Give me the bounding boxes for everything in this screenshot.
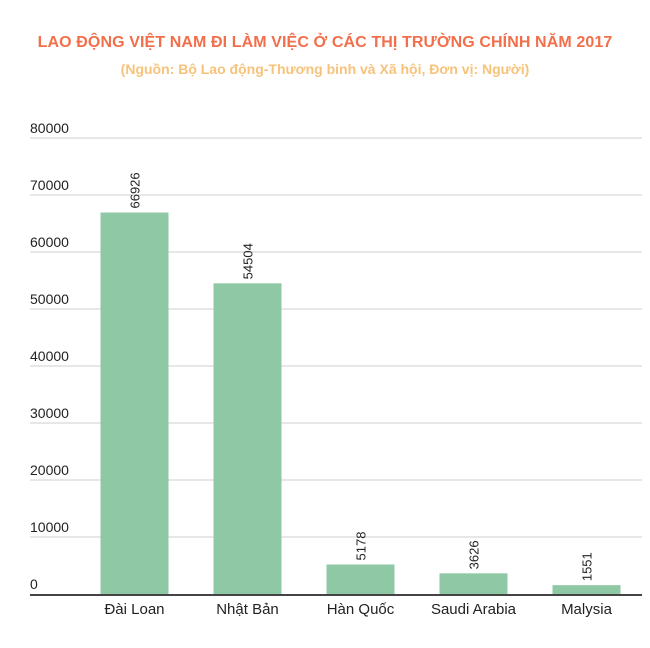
x-axis-tick-labels: Đài Loan Nhật Bản Hàn Quốc Saudi Arabia Maly… bbox=[104, 601, 612, 618]
y-tick-label: 50000 bbox=[30, 291, 69, 307]
data-label: 5178 bbox=[354, 532, 369, 561]
y-tick-label: 30000 bbox=[30, 405, 69, 421]
x-tick-label: Malysia bbox=[561, 601, 613, 618]
y-tick-label: 20000 bbox=[30, 462, 69, 478]
data-label: 66926 bbox=[128, 172, 143, 208]
y-tick-label: 10000 bbox=[30, 519, 69, 535]
bar bbox=[213, 283, 282, 594]
bar bbox=[439, 573, 508, 594]
y-tick-label: 40000 bbox=[30, 348, 69, 364]
x-tick-label: Nhật Bản bbox=[216, 601, 279, 618]
y-tick-label: 80000 bbox=[30, 120, 69, 136]
data-label: 54504 bbox=[241, 243, 256, 279]
chart-title: LAO ĐỘNG VIỆT NAM ĐI LÀM VIỆC Ở CÁC THỊ … bbox=[37, 34, 613, 51]
bar bbox=[326, 564, 395, 594]
y-tick-label: 0 bbox=[30, 576, 38, 592]
bars bbox=[100, 212, 621, 595]
x-tick-label: Đài Loan bbox=[104, 601, 164, 618]
chart-subtitle: (Nguồn: Bộ Lao động-Thương binh và Xã hộ… bbox=[120, 61, 530, 77]
x-tick-label: Hàn Quốc bbox=[327, 601, 395, 618]
data-labels: 66926 54504 5178 3626 1551 bbox=[128, 172, 595, 581]
bar bbox=[552, 585, 621, 594]
y-tick-label: 70000 bbox=[30, 177, 69, 193]
data-label: 1551 bbox=[580, 552, 595, 581]
x-tick-label: Saudi Arabia bbox=[431, 601, 517, 618]
bar bbox=[100, 212, 169, 595]
y-axis-tick-labels: 0 10000 20000 30000 40000 50000 60000 70000 8000… bbox=[30, 120, 69, 592]
data-label: 3626 bbox=[467, 540, 482, 569]
y-tick-label: 60000 bbox=[30, 234, 69, 250]
